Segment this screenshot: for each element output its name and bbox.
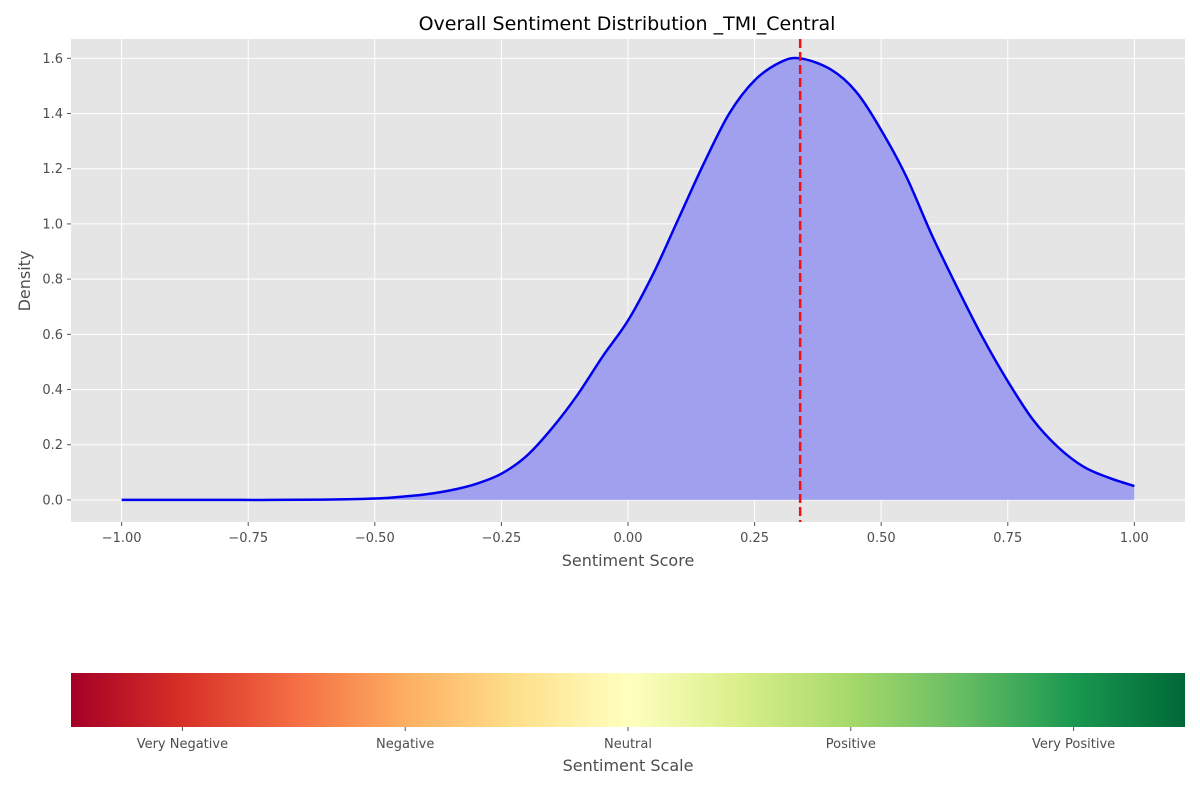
x-tick-label: 1.00	[1120, 531, 1149, 546]
y-tick-label: 0.6	[42, 328, 63, 343]
colorbar-ticks: Very Negative Negative Neutral Positive Very…	[137, 727, 1115, 752]
chart-title: Overall Sentiment Distribution _TMI_Cent…	[419, 13, 836, 35]
x-tick-label: −1.00	[102, 531, 142, 546]
colorbar-tick-label: Positive	[826, 737, 876, 752]
x-tick-label: 0.00	[614, 531, 643, 546]
y-axis-ticks: 0.0 0.2 0.4 0.6 0.8 1.0 1.2 1.4 1.6	[42, 52, 71, 508]
y-tick-label: 1.0	[42, 217, 63, 232]
x-tick-label: 0.75	[993, 531, 1022, 546]
colorbar-tick-label: Very Negative	[137, 737, 228, 752]
colorbar-tick-label: Neutral	[604, 737, 652, 752]
x-tick-label: −0.25	[481, 531, 521, 546]
colorbar-tick-label: Very Positive	[1032, 737, 1115, 752]
y-tick-label: 1.2	[42, 162, 63, 177]
density-line	[121, 56, 1135, 502]
x-tick-label: −0.75	[228, 531, 268, 546]
y-tick-label: 1.4	[42, 107, 63, 122]
series-layer	[121, 39, 1135, 522]
density-area	[121, 57, 1135, 500]
x-tick-label: 0.50	[867, 531, 896, 546]
x-axis-ticks: −1.00 −0.75 −0.50 −0.25 0.00 0.25 0.50 0.75 1.00	[102, 522, 1149, 546]
x-axis-label: Sentiment Score	[562, 551, 695, 570]
y-tick-label: 0.0	[42, 493, 63, 508]
colorbar	[71, 673, 1185, 727]
colorbar-label: Sentiment Scale	[563, 756, 694, 775]
y-tick-label: 0.8	[42, 273, 63, 288]
y-axis-label: Density	[15, 251, 34, 312]
colorbar-tick-label: Negative	[376, 737, 434, 752]
y-tick-label: 0.4	[42, 383, 63, 398]
x-tick-label: 0.25	[740, 531, 769, 546]
x-tick-label: −0.50	[355, 531, 395, 546]
y-tick-label: 0.2	[42, 438, 63, 453]
y-tick-label: 1.6	[42, 52, 63, 67]
